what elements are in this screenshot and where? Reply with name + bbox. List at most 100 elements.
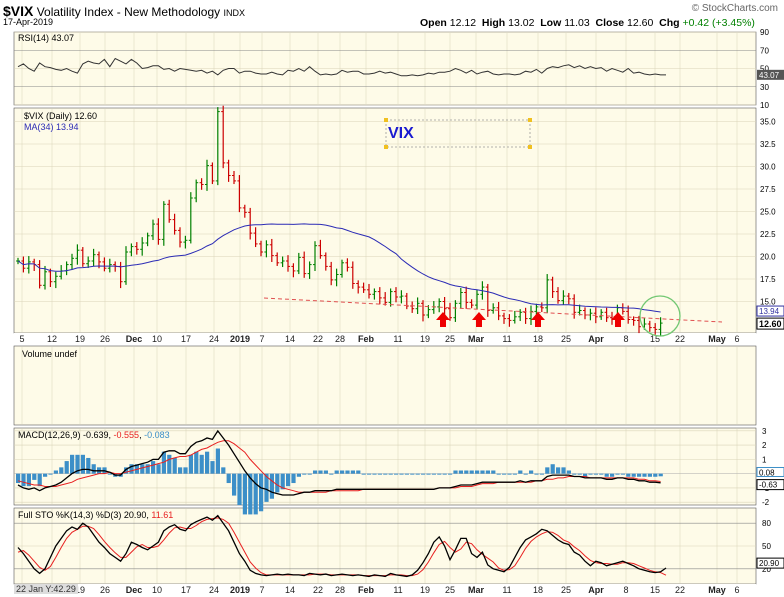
macd-histogram-bar [340, 470, 345, 474]
macd-histogram-bar [507, 473, 512, 475]
date-axis-strip [14, 333, 756, 344]
coordinate-readout: 22 Jan Y:42.29 [14, 584, 78, 594]
ma-value-tag [756, 305, 784, 317]
macd-tick-label: 1 [762, 455, 767, 464]
date-axis-label: 2019 [230, 334, 250, 344]
date-axis-label: 17 [181, 585, 191, 595]
macd-histogram-bar [394, 473, 399, 475]
date-axis-label: 22 [313, 585, 323, 595]
macd-value-tag [756, 479, 784, 491]
date-axis-label: 11 [393, 585, 402, 595]
chart-date: 17-Apr-2019 [3, 17, 54, 27]
macd-histogram-bar [469, 470, 474, 474]
macd-histogram-bar [242, 473, 247, 515]
sto-k-line [17, 514, 667, 578]
macd-histogram-bar [253, 473, 258, 515]
macd-histogram-bar [642, 473, 647, 477]
macd-signal-line [17, 440, 661, 493]
date-axis-label: 15 [650, 334, 660, 344]
date-axis-label: 14 [285, 334, 295, 344]
macd-histogram-bar [91, 464, 96, 474]
macd-histogram-bar [53, 470, 58, 474]
date-axis-label: 7 [259, 585, 264, 595]
date-axis-label: 8 [623, 334, 628, 344]
rsi-value-label: 43.07 [759, 71, 780, 80]
price-tick-label: 32.5 [760, 140, 776, 149]
macd-histogram-bar [631, 473, 636, 477]
annotation-box [385, 119, 531, 148]
macd-histogram-bar [388, 473, 393, 475]
sto-value-tag [756, 557, 784, 569]
date-axis-label: Mar [468, 585, 485, 595]
macd-histogram-bar [350, 470, 355, 474]
macd-histogram-bar [302, 473, 307, 475]
date-axis-label: 25 [561, 585, 571, 595]
macd-histogram-bar [458, 470, 463, 474]
price-tick-label: 30.0 [760, 163, 776, 172]
macd-histogram-bar [653, 473, 658, 477]
sto-tick-label: 80 [762, 519, 771, 528]
close-value-tag [756, 317, 784, 330]
macd-histogram-bar [572, 473, 577, 475]
macd-histogram-bar [485, 470, 490, 474]
macd-histogram-bar [610, 473, 615, 477]
rsi-tick-label: 30 [760, 83, 769, 92]
macd-histogram-bar [145, 464, 150, 474]
macd-tick-label: -2 [762, 498, 770, 507]
macd-histogram-bar [383, 473, 388, 475]
macd-histogram-bar [275, 473, 280, 493]
index-name: Volatility Index - New Methodology [36, 5, 221, 19]
date-axis-label: 11 [502, 334, 511, 344]
date-axis-label: 17 [181, 334, 191, 344]
macd-histogram-bar [37, 473, 42, 487]
date-axis-label: 28 [335, 585, 345, 595]
macd-histogram-bar [80, 454, 85, 474]
macd-histogram-bar [286, 473, 291, 487]
macd-histogram-bar [280, 473, 285, 490]
macd-histogram-bar [556, 467, 561, 474]
macd-histogram-bar [26, 473, 31, 487]
macd-histogram-bar [32, 473, 37, 480]
rsi-line [17, 57, 666, 77]
up-arrow-marker [472, 312, 486, 327]
price-tick-label: 25.0 [760, 208, 776, 217]
up-arrow-marker [611, 312, 625, 327]
macd-histogram-bar [215, 448, 220, 474]
chart-header: $VIX Volatility Index - New Methodology … [0, 0, 784, 30]
macd-histogram-bar [48, 473, 53, 475]
date-axis-label: 24 [209, 585, 219, 595]
rsi-title: RSI(14) 43.07 [18, 33, 74, 43]
annotation-handle [384, 145, 388, 149]
macd-histogram-bar [367, 473, 372, 475]
price-tick-label: 35.0 [760, 118, 776, 127]
date-axis-label: 19 [75, 585, 85, 595]
date-axis-label: 2019 [230, 585, 250, 595]
date-axis-label: Mar [468, 334, 485, 344]
date-axis-label: 25 [445, 585, 455, 595]
macd-histogram-bar [323, 470, 328, 474]
macd-histogram-bar [43, 473, 48, 477]
macd-histogram-bar [86, 457, 91, 474]
date-axis-label: 24 [209, 334, 219, 344]
ma-value-label: 13.94 [759, 307, 780, 316]
macd-histogram-bar [437, 473, 442, 475]
macd-histogram-bar [637, 473, 642, 477]
macd-histogram-bar [183, 467, 188, 474]
macd-histogram-bar [604, 473, 609, 477]
macd-histogram-bar [361, 473, 366, 475]
macd-histogram-bar [550, 464, 555, 474]
macd-histogram-bar [588, 473, 593, 475]
date-axis-label: 10 [152, 334, 162, 344]
macd-histogram-bar [232, 473, 237, 496]
macd-histogram-bar [518, 470, 523, 474]
macd-histogram-bar [599, 473, 604, 475]
macd-histogram-bar [221, 467, 226, 474]
date-axis-label: 22 [675, 334, 685, 344]
date-axis-label: 22 [313, 334, 323, 344]
macd-histogram-bar [64, 461, 69, 474]
macd-line [17, 429, 661, 496]
annotation-handle [384, 118, 388, 122]
macd-histogram-bar [561, 467, 566, 474]
macd-histogram-bar [329, 473, 334, 475]
